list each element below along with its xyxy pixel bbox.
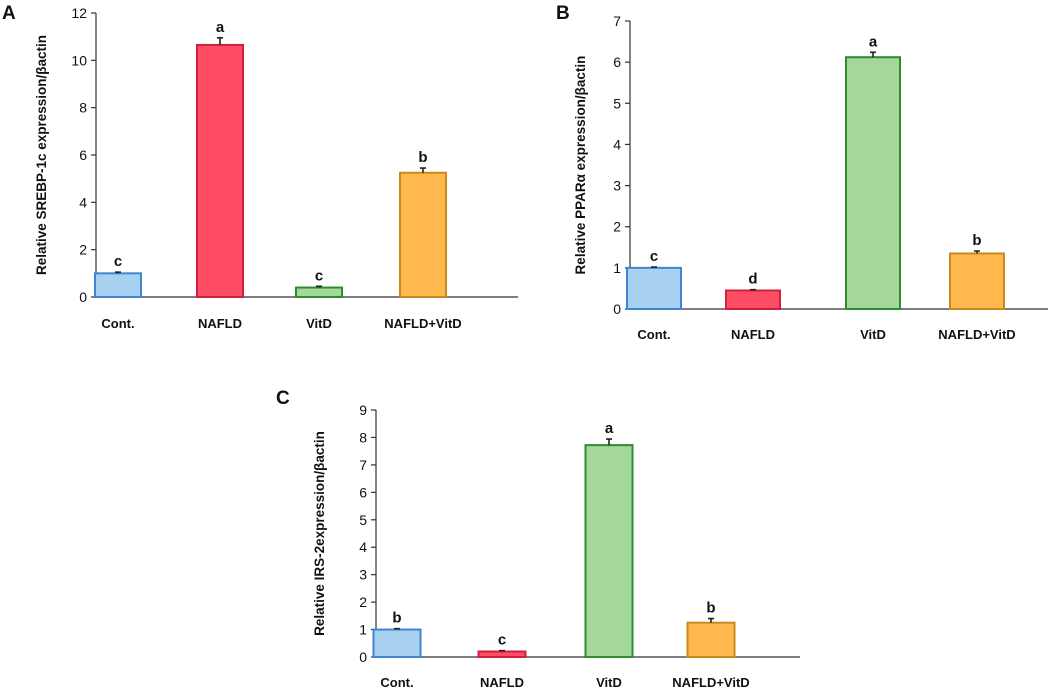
bar-cont (626, 266, 682, 311)
y-tick-label: 12 (71, 5, 87, 21)
significance-label: c (315, 267, 323, 284)
bar-nafld-vitd (949, 252, 1005, 310)
significance-label: d (748, 271, 757, 288)
x-category-label: Cont. (637, 327, 670, 342)
y-tick-label: 6 (613, 54, 621, 70)
panel-letter: C (276, 388, 290, 409)
significance-label: a (869, 33, 878, 50)
error-bar (115, 271, 121, 274)
y-tick-label: 10 (71, 52, 87, 68)
error-bar (974, 250, 980, 254)
y-tick-label: 7 (613, 13, 621, 29)
x-category-label: NAFLD (198, 316, 242, 331)
significance-label: a (216, 19, 225, 36)
error-bar (420, 167, 426, 173)
bar-nafld (725, 289, 781, 311)
y-tick-label: 8 (359, 429, 367, 445)
y-axis-label: Relative SREBP-1c expression/βactin (34, 35, 49, 275)
y-tick-label: 3 (613, 178, 621, 194)
error-bar (651, 266, 657, 268)
x-category-label: VitD (596, 675, 622, 690)
x-category-label: Cont. (380, 675, 413, 690)
significance-label: b (706, 600, 715, 617)
y-tick-label: 7 (359, 457, 367, 473)
y-tick-label: 1 (359, 622, 367, 638)
y-tick-label: 2 (79, 242, 87, 258)
error-bar (606, 438, 612, 446)
bar-vitd (584, 444, 634, 658)
error-bar (708, 617, 714, 623)
significance-label: b (392, 610, 401, 627)
y-tick-label: 0 (359, 649, 367, 665)
x-category-label: NAFLD (480, 675, 524, 690)
bar-nafld (477, 650, 527, 658)
bar-cont (372, 628, 422, 658)
y-tick-label: 9 (359, 402, 367, 418)
y-tick-label: 6 (359, 484, 367, 500)
error-bar (394, 627, 400, 630)
significance-label: c (650, 248, 658, 265)
y-tick-label: 4 (79, 194, 87, 210)
y-tick-label: 0 (79, 289, 87, 305)
bar-nafld-vitd (399, 171, 447, 298)
x-category-label: Cont. (101, 316, 134, 331)
y-tick-label: 4 (359, 539, 367, 555)
chart-panel-c: C 0 1 2 3 4 5 6 7 8 9 Relative IRS-2expression/βact… (276, 388, 800, 690)
y-tick-label: 2 (359, 594, 367, 610)
bar-cont (94, 272, 142, 299)
y-tick-label: 5 (359, 512, 367, 528)
significance-label: a (605, 420, 614, 437)
x-category-label: NAFLD (731, 327, 775, 342)
bar-vitd (845, 56, 901, 310)
y-tick-label: 3 (359, 567, 367, 583)
y-tick-label: 5 (613, 95, 621, 111)
y-axis-label: Relative PPARα expression/βactin (573, 56, 588, 275)
significance-label: c (114, 253, 122, 270)
bar-vitd (295, 286, 343, 298)
significance-label: b (418, 149, 427, 166)
y-axis-label: Relative IRS-2expression/βactin (312, 431, 327, 636)
panel-letter: B (556, 3, 570, 24)
chart-panel-b: B 0 1 2 3 4 5 6 7 Relative PPARα expression/βacti… (556, 3, 1048, 342)
significance-label: c (498, 632, 506, 649)
error-bar (217, 37, 223, 45)
x-category-label: NAFLD+VitD (384, 316, 461, 331)
y-tick-label: 0 (613, 301, 621, 317)
x-category-label: VitD (306, 316, 332, 331)
error-bar (870, 51, 876, 58)
error-bar (316, 285, 322, 288)
bar-nafld (196, 43, 244, 299)
panel-letter: A (2, 3, 16, 24)
x-category-label: NAFLD+VitD (672, 675, 749, 690)
bar-nafld-vitd (686, 621, 736, 659)
y-tick-label: 6 (79, 147, 87, 163)
error-bar (499, 649, 505, 652)
y-tick-label: 2 (613, 219, 621, 235)
x-category-label: NAFLD+VitD (938, 327, 1015, 342)
y-tick-label: 8 (79, 100, 87, 116)
x-category-label: VitD (860, 327, 886, 342)
chart-panel-a: A 0 2 4 6 8 10 12 Relative SREBP-1c expression/β… (2, 3, 518, 331)
significance-label: b (972, 232, 981, 249)
y-tick-label: 1 (613, 260, 621, 276)
error-bar (750, 288, 756, 291)
y-tick-label: 4 (613, 136, 621, 152)
